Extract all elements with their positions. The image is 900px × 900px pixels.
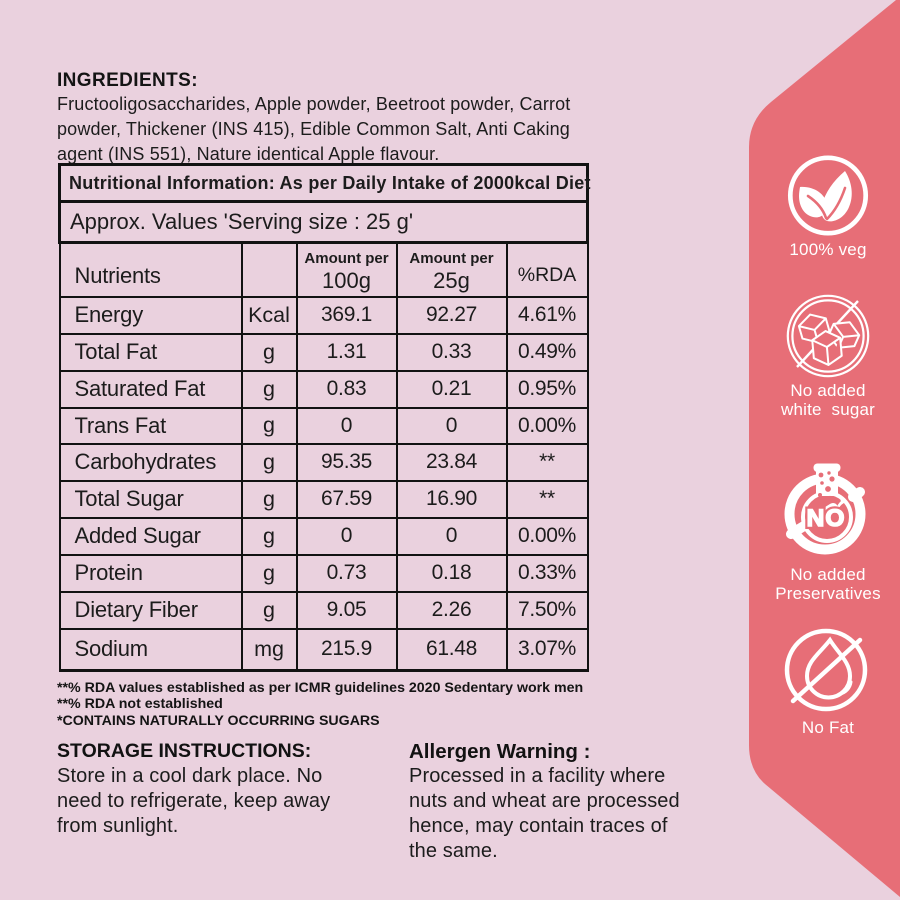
svg-text:NO: NO [807, 505, 846, 532]
svg-text:NO: NO [807, 505, 846, 532]
